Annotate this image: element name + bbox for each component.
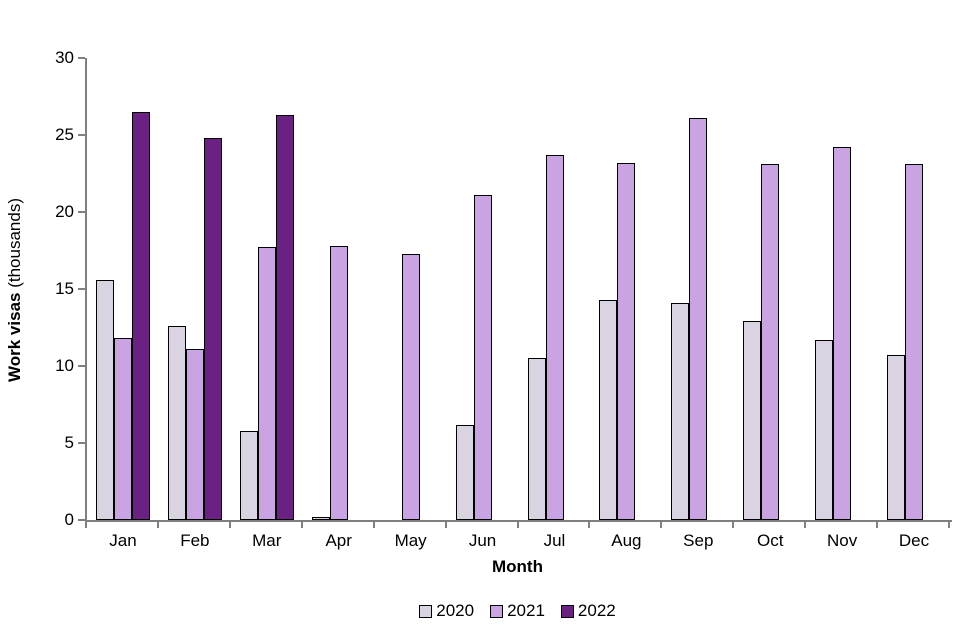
x-tick-label: Apr bbox=[325, 531, 352, 550]
x-tick-mark bbox=[85, 520, 87, 528]
plot-area bbox=[85, 58, 952, 522]
bar-2020-Nov bbox=[815, 340, 834, 520]
x-tick-mark bbox=[300, 520, 303, 528]
x-tick-label: Nov bbox=[827, 531, 858, 550]
x-tick-mark bbox=[444, 520, 447, 528]
bar-2020-Mar bbox=[239, 431, 258, 520]
bar-2020-Apr bbox=[311, 517, 330, 520]
bar-2021-Jul bbox=[545, 155, 564, 520]
legend-swatch bbox=[560, 604, 574, 618]
y-tick-mark bbox=[78, 288, 85, 290]
bar-2020-Dec bbox=[887, 355, 906, 520]
x-tick-mark bbox=[372, 520, 375, 528]
bar-2020-Jan bbox=[96, 280, 114, 520]
x-tick-label: Sep bbox=[683, 531, 714, 550]
x-tick-label: Jan bbox=[109, 531, 137, 550]
y-tick-label: 10 bbox=[55, 356, 74, 375]
bar-2021-Feb bbox=[185, 349, 204, 520]
y-axis-title: Work visas (thousands) bbox=[4, 58, 26, 522]
x-tick-label: Feb bbox=[180, 531, 210, 550]
bar-2021-Sep bbox=[689, 118, 708, 520]
x-tick-mark bbox=[516, 520, 519, 528]
y-tick-mark bbox=[78, 442, 85, 444]
x-tick-mark bbox=[732, 520, 735, 528]
y-axis-title-units: (thousands) bbox=[5, 198, 24, 293]
y-tick-mark bbox=[78, 365, 85, 367]
x-tick-mark bbox=[660, 520, 663, 528]
y-tick-mark bbox=[78, 519, 85, 521]
x-tick-mark bbox=[948, 520, 950, 528]
bar-2021-Nov bbox=[833, 147, 852, 520]
legend-item-2021: 2021 bbox=[490, 601, 545, 621]
x-tick-mark bbox=[228, 520, 231, 528]
bar-2020-Feb bbox=[167, 326, 186, 520]
y-tick-label: 5 bbox=[64, 433, 74, 452]
bar-2020-Aug bbox=[599, 300, 618, 520]
bar-2021-Mar bbox=[257, 247, 276, 520]
bar-2020-Oct bbox=[743, 321, 762, 520]
legend-label: 2020 bbox=[436, 601, 475, 620]
x-tick-mark bbox=[156, 520, 159, 528]
legend-swatch bbox=[419, 604, 433, 618]
legend-item-2020: 2020 bbox=[419, 601, 474, 621]
bar-2021-Dec bbox=[905, 164, 924, 520]
y-tick-label: 30 bbox=[55, 48, 74, 67]
x-axis-title: Month bbox=[492, 557, 543, 576]
bar-2021-May bbox=[401, 254, 420, 520]
x-tick-mark bbox=[876, 520, 879, 528]
y-tick-label: 20 bbox=[55, 202, 74, 221]
legend-swatch bbox=[490, 604, 504, 618]
y-tick-mark bbox=[78, 134, 85, 136]
x-tick-label: Oct bbox=[756, 531, 784, 550]
bar-2021-Aug bbox=[617, 163, 636, 520]
legend-label: 2021 bbox=[507, 601, 545, 620]
x-tick-label: Mar bbox=[252, 531, 282, 550]
y-axis-title-bold: Work visas bbox=[5, 292, 24, 382]
bar-2020-Sep bbox=[671, 303, 690, 520]
legend-item-2022: 2022 bbox=[560, 601, 616, 621]
x-tick-label: Dec bbox=[898, 531, 930, 550]
y-tick-mark bbox=[78, 57, 85, 59]
x-tick-label: Jul bbox=[543, 531, 566, 550]
y-tick-label: 15 bbox=[55, 279, 74, 298]
bar-2022-Mar bbox=[275, 115, 294, 520]
x-tick-label: Aug bbox=[611, 531, 642, 550]
legend-label: 2022 bbox=[577, 601, 616, 620]
y-tick-mark bbox=[78, 211, 85, 213]
bar-2021-Apr bbox=[329, 246, 348, 520]
y-tick-label: 0 bbox=[64, 510, 74, 529]
bar-2021-Oct bbox=[761, 164, 780, 520]
x-tick-label: Jun bbox=[468, 531, 497, 550]
legend: 2020 2021 2022 bbox=[85, 599, 950, 623]
x-tick-mark bbox=[588, 520, 591, 528]
bar-2022-Jan bbox=[132, 112, 150, 520]
bar-2021-Jan bbox=[114, 338, 132, 520]
bar-2021-Jun bbox=[473, 195, 492, 520]
bar-2022-Feb bbox=[203, 138, 222, 520]
x-tick-label: May bbox=[394, 531, 427, 550]
y-tick-label: 25 bbox=[55, 125, 74, 144]
bar-2020-Jun bbox=[455, 425, 474, 520]
x-tick-mark bbox=[804, 520, 807, 528]
bar-2020-Jul bbox=[527, 358, 546, 520]
